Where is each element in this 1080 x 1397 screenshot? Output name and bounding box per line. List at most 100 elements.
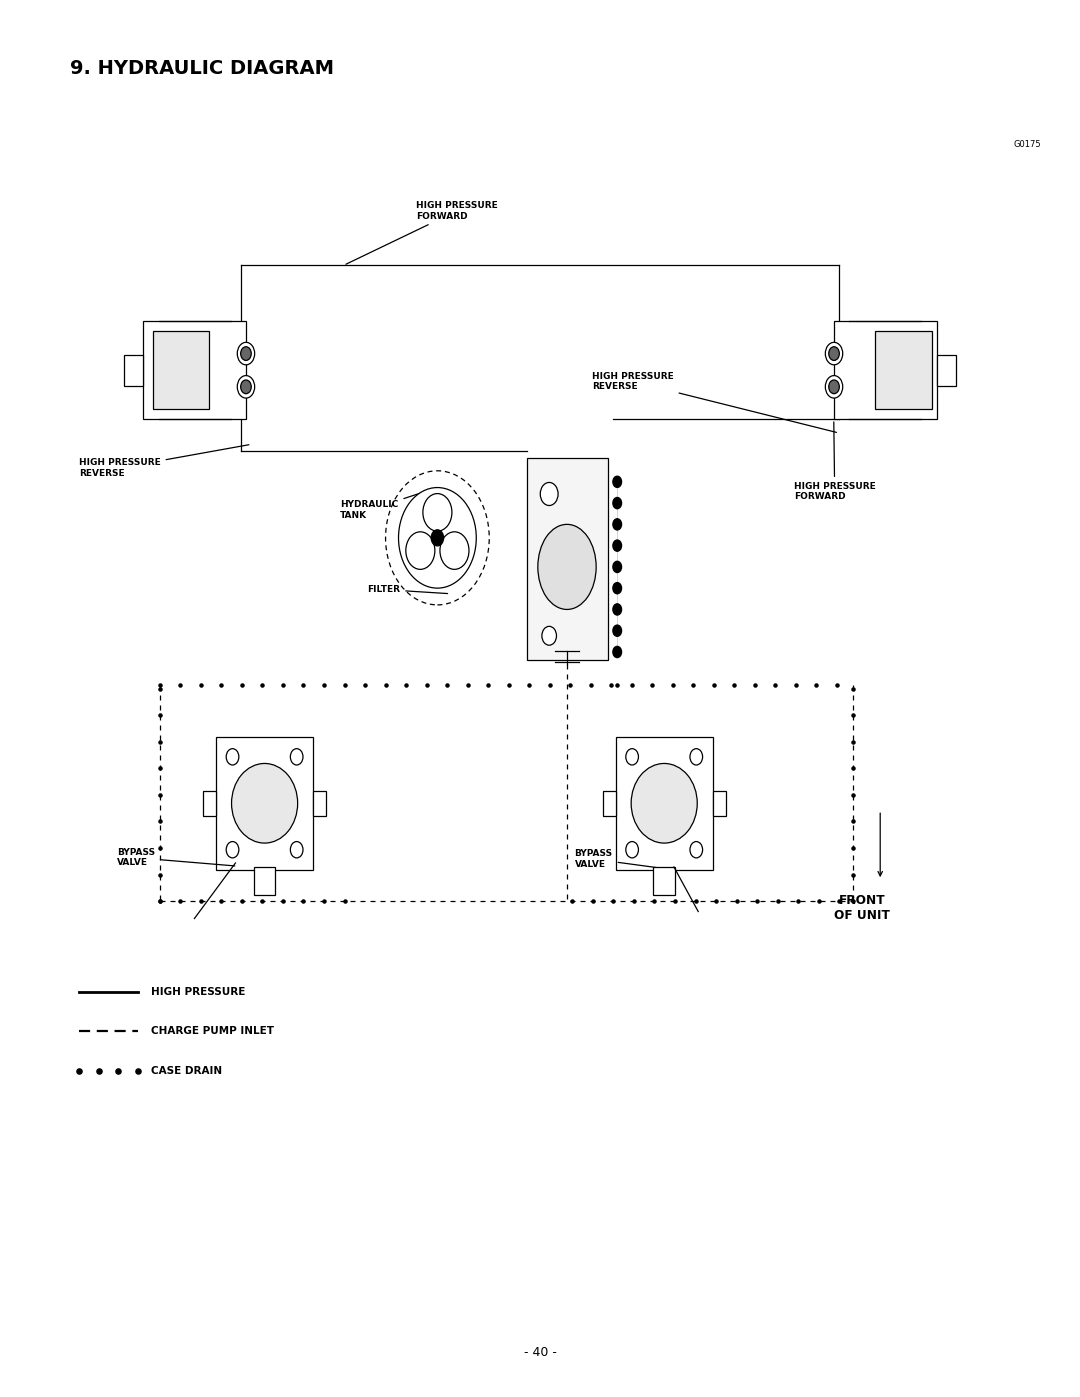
Circle shape	[241, 346, 252, 360]
Text: HIGH PRESSURE: HIGH PRESSURE	[151, 986, 245, 997]
Text: G0175: G0175	[1013, 140, 1041, 148]
Point	[295, 673, 312, 696]
Text: HIGH PRESSURE
REVERSE: HIGH PRESSURE REVERSE	[592, 372, 837, 433]
Bar	[203, 791, 216, 816]
Bar	[144, 321, 246, 419]
Circle shape	[386, 471, 489, 605]
Circle shape	[399, 488, 476, 588]
Circle shape	[613, 476, 622, 488]
Bar	[616, 738, 713, 869]
Text: CASE DRAIN: CASE DRAIN	[151, 1066, 222, 1077]
Point	[356, 673, 374, 696]
Point	[295, 890, 312, 912]
Point	[70, 1060, 87, 1083]
Point	[810, 890, 827, 912]
Point	[254, 890, 271, 912]
Circle shape	[613, 583, 622, 594]
Text: HIGH PRESSURE
FORWARD: HIGH PRESSURE FORWARD	[794, 422, 876, 502]
Bar	[936, 355, 956, 386]
Point	[605, 890, 622, 912]
Circle shape	[542, 626, 556, 645]
Circle shape	[613, 541, 622, 552]
Circle shape	[613, 647, 622, 658]
Point	[845, 890, 862, 912]
Point	[233, 673, 251, 696]
Circle shape	[291, 749, 303, 766]
Point	[582, 673, 599, 696]
Text: FILTER: FILTER	[367, 585, 447, 594]
Circle shape	[440, 532, 469, 570]
Bar	[653, 866, 675, 895]
Circle shape	[613, 562, 622, 573]
Point	[377, 673, 394, 696]
Point	[151, 757, 168, 780]
Bar	[313, 791, 326, 816]
Point	[192, 673, 210, 696]
Point	[625, 890, 643, 912]
Point	[564, 890, 581, 912]
Circle shape	[431, 529, 444, 546]
Bar	[713, 791, 726, 816]
Point	[705, 673, 723, 696]
Bar	[216, 738, 313, 869]
Point	[748, 890, 766, 912]
Bar	[875, 331, 931, 409]
Text: HYDRAULIC
TANK: HYDRAULIC TANK	[340, 489, 435, 520]
Point	[644, 673, 661, 696]
Point	[787, 673, 805, 696]
Ellipse shape	[631, 763, 698, 844]
Circle shape	[241, 380, 252, 394]
Point	[233, 890, 251, 912]
Point	[418, 673, 435, 696]
Point	[845, 704, 862, 726]
Circle shape	[226, 841, 239, 858]
Point	[315, 890, 333, 912]
Point	[90, 1060, 107, 1083]
Circle shape	[291, 841, 303, 858]
Circle shape	[540, 482, 558, 506]
Point	[746, 673, 764, 696]
Bar	[153, 331, 210, 409]
Text: BYPASS
VALVE: BYPASS VALVE	[575, 849, 674, 870]
Point	[845, 784, 862, 806]
Bar	[834, 321, 936, 419]
Point	[172, 890, 189, 912]
Text: BYPASS
VALVE: BYPASS VALVE	[117, 848, 234, 868]
Bar	[527, 458, 607, 661]
Bar	[603, 791, 616, 816]
Point	[500, 673, 517, 696]
Circle shape	[238, 376, 255, 398]
Bar	[124, 355, 144, 386]
Point	[151, 890, 168, 912]
Text: 9. HYDRAULIC DIAGRAM: 9. HYDRAULIC DIAGRAM	[70, 59, 334, 78]
Point	[213, 673, 230, 696]
Circle shape	[825, 376, 842, 398]
Point	[151, 837, 168, 859]
Point	[828, 673, 846, 696]
Point	[831, 890, 848, 912]
Text: HIGH PRESSURE
FORWARD: HIGH PRESSURE FORWARD	[346, 201, 498, 264]
Circle shape	[625, 749, 638, 766]
Point	[845, 837, 862, 859]
Bar	[254, 866, 275, 895]
Point	[541, 673, 558, 696]
Point	[845, 810, 862, 833]
Point	[687, 890, 704, 912]
Point	[521, 673, 538, 696]
Point	[666, 890, 684, 912]
Point	[789, 890, 807, 912]
Point	[845, 678, 862, 700]
Circle shape	[828, 380, 839, 394]
Point	[845, 863, 862, 886]
Circle shape	[238, 342, 255, 365]
Circle shape	[613, 518, 622, 529]
Point	[274, 673, 292, 696]
Point	[151, 810, 168, 833]
Circle shape	[423, 493, 451, 531]
Point	[192, 890, 210, 912]
Circle shape	[226, 749, 239, 766]
Point	[480, 673, 497, 696]
Point	[685, 673, 702, 696]
Circle shape	[690, 841, 703, 858]
Point	[808, 673, 825, 696]
